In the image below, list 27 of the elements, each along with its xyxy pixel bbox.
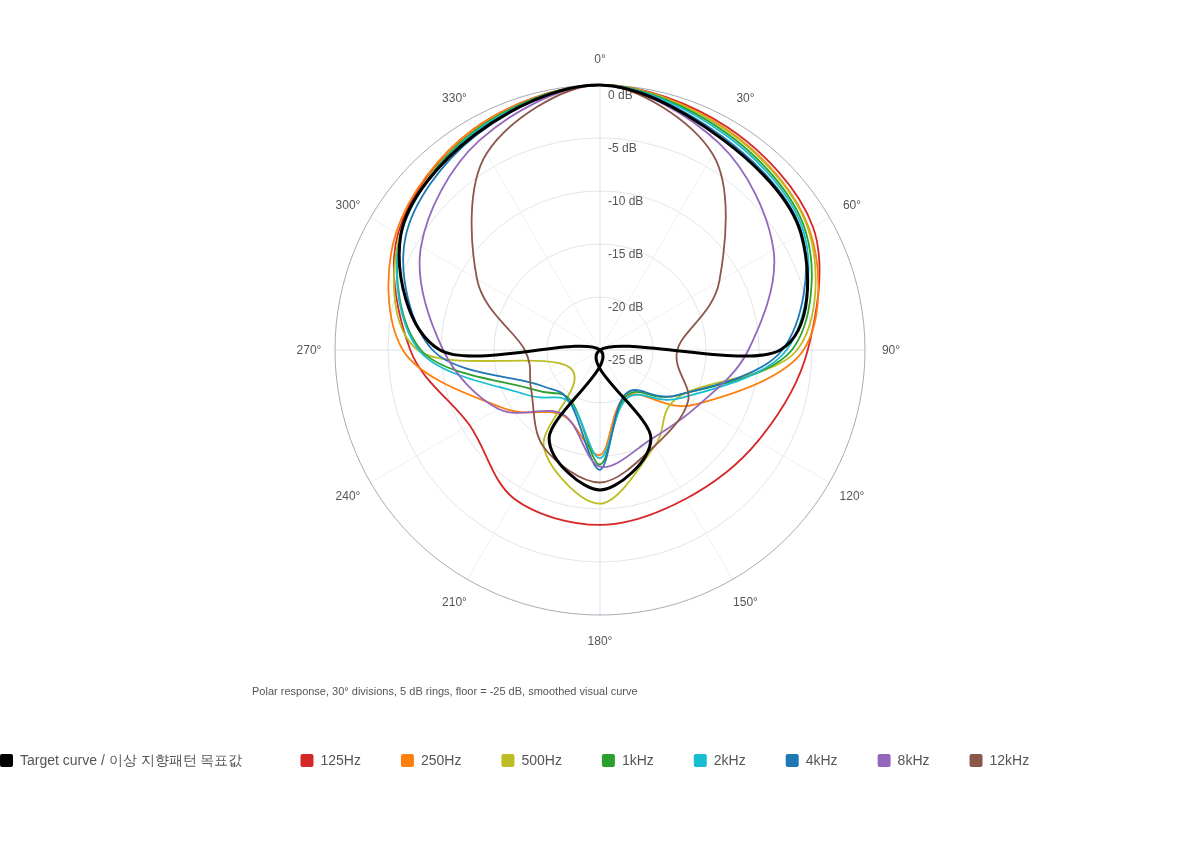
text: Polar response, 30° divisions, 5 dB rings, floor = -25 dB, smoothed visual curve xyxy=(252,685,638,697)
spoke-label: 180° xyxy=(587,634,613,648)
legend-label: 12kHz xyxy=(989,752,1030,768)
spoke-label: 60° xyxy=(842,197,862,212)
y-tick-label: -20 dB xyxy=(608,300,644,314)
spoke-label: 30° xyxy=(736,90,755,105)
legend-label: 8kHz xyxy=(897,752,930,768)
legend-label: Target curve / 이상 지향패턴 목표값 xyxy=(20,752,243,768)
y-tick-label: -5 dB xyxy=(608,141,637,155)
spoke-label: 240° xyxy=(335,488,361,503)
legend-label: 500Hz xyxy=(521,752,562,768)
spoke-label: 330° xyxy=(442,90,468,105)
legend-label: 4kHz xyxy=(805,752,838,768)
spoke-label: 300° xyxy=(335,197,361,212)
legend-label: 1kHz xyxy=(621,752,654,768)
spoke-label: 120° xyxy=(839,488,865,503)
y-tick-label: -25 dB xyxy=(608,353,644,367)
spoke-label: 150° xyxy=(733,595,759,610)
spoke-label: 0° xyxy=(594,52,606,66)
legend-label: 2kHz xyxy=(713,752,746,768)
y-tick-label: -10 dB xyxy=(608,194,644,208)
legend-label: 125Hz xyxy=(320,752,361,768)
y-tick-label: -15 dB xyxy=(608,247,644,261)
spoke-label: 210° xyxy=(442,595,468,610)
spoke-label: 90° xyxy=(881,343,901,357)
legend-label: 250Hz xyxy=(420,752,462,768)
spoke-label: 270° xyxy=(296,343,322,357)
